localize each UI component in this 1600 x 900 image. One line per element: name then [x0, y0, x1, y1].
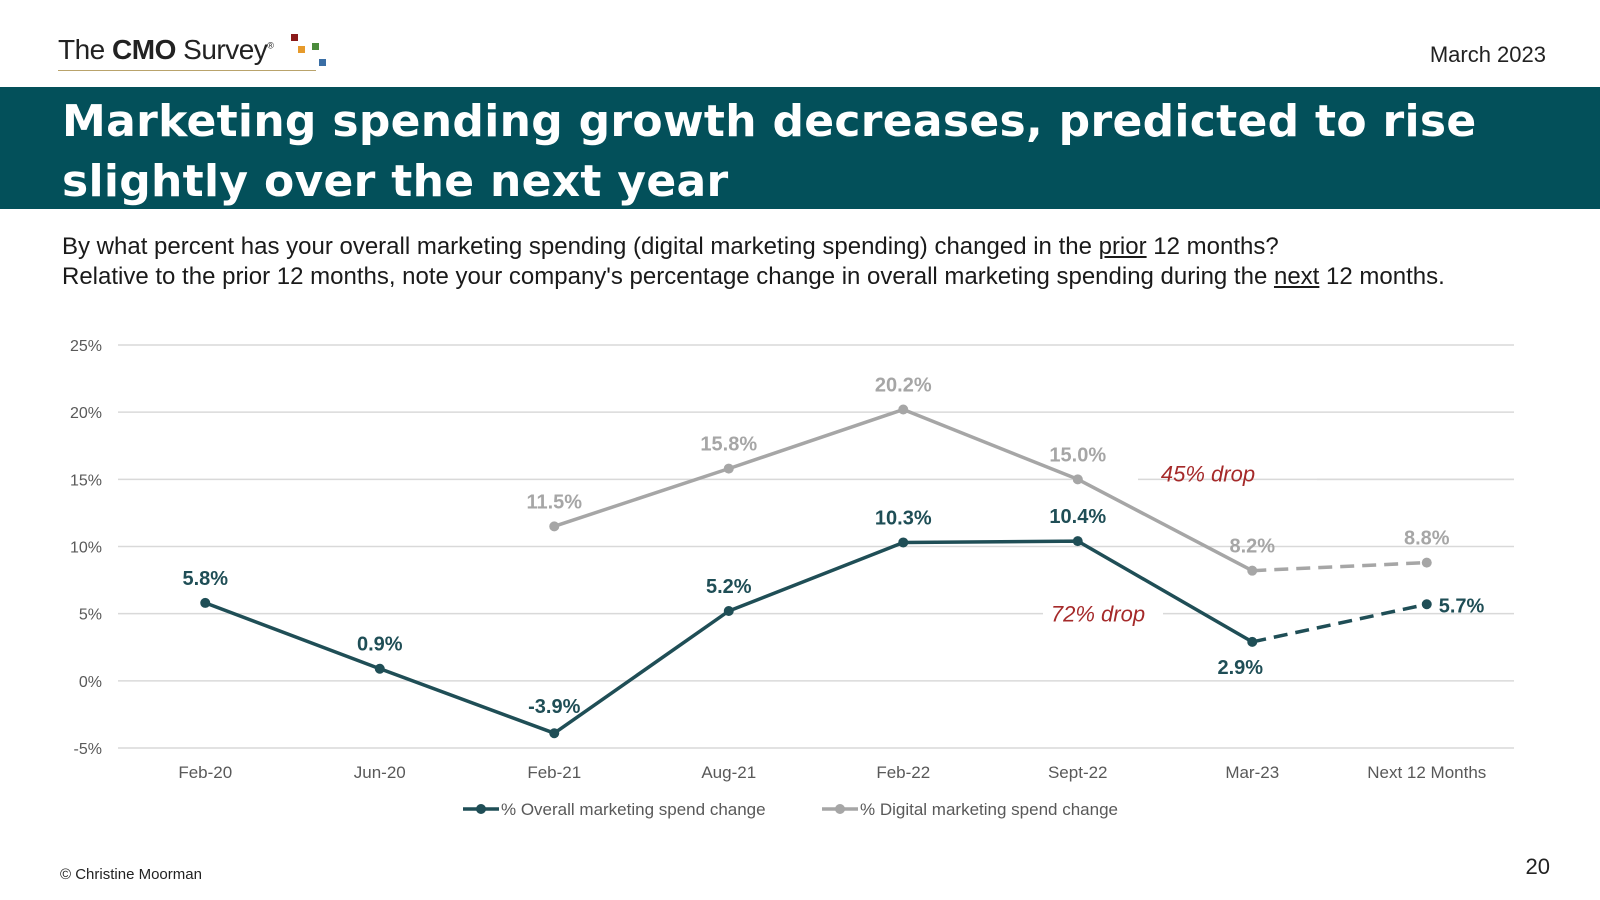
title-banner	[0, 87, 1600, 209]
page-number: 20	[1525, 854, 1550, 879]
data-point	[549, 728, 560, 739]
data-point	[1421, 557, 1432, 568]
data-label: 11.5%	[526, 491, 582, 513]
report-date: March 2023	[1429, 42, 1546, 67]
question-line-2: Relative to the prior 12 months, note yo…	[62, 263, 1445, 290]
y-axis: -5% 0% 5% 10% 15% 20% 25%	[70, 338, 102, 758]
data-label: 5.2%	[706, 576, 752, 598]
data-label: 5.8%	[182, 568, 228, 590]
data-label: 15.0%	[1049, 444, 1106, 466]
series-line-forecast	[1251, 602, 1428, 644]
x-tick-label: Jun-20	[354, 763, 406, 782]
x-tick-label: Feb-20	[178, 763, 232, 782]
y-tick-label: 25%	[70, 338, 102, 355]
logo-square-green	[312, 43, 319, 50]
line-chart: -5% 0% 5% 10% 15% 20% 25% Feb-20 Jun-20 Feb-21 Au…	[70, 338, 1514, 819]
survey-question: By what percent has your overall marketi…	[62, 232, 1445, 292]
y-tick-label: 20%	[70, 405, 102, 422]
logo-underline	[58, 70, 316, 71]
chart-grid	[118, 344, 1514, 749]
data-point	[723, 605, 734, 616]
chart-series: 5.8% 0.9% -3.9% 5.2% 10.3% 10.4% 2.9% 5.7% 11.5%…	[182, 374, 1485, 739]
legend-swatch-marker	[476, 804, 486, 814]
data-point	[549, 521, 560, 532]
data-label: 0.9%	[357, 634, 403, 656]
data-point	[898, 404, 909, 415]
legend-entry: % Digital marketing spend change	[860, 800, 1118, 819]
data-label: -3.9%	[528, 696, 580, 718]
x-tick-label: Aug-21	[701, 763, 756, 782]
chart-legend: % Overall marketing spend change % Digita…	[463, 800, 1118, 819]
x-tick-label: Feb-21	[527, 763, 581, 782]
data-point	[1072, 536, 1083, 547]
y-tick-label: 15%	[70, 472, 102, 489]
x-tick-label: Sept-22	[1048, 763, 1108, 782]
legend-swatch-marker	[835, 804, 845, 814]
annotation-72-drop: 72% drop	[1051, 602, 1145, 627]
data-label: 10.3%	[875, 507, 932, 529]
y-tick-label: 0%	[79, 674, 102, 691]
page-title: Marketing spending growth decreases, pre…	[62, 96, 1477, 207]
data-point	[1247, 636, 1258, 647]
logo-square-red	[291, 34, 298, 41]
data-point	[1421, 599, 1432, 610]
series-line-forecast	[1252, 560, 1427, 573]
logo-text: The CMO Survey®	[58, 34, 274, 65]
legend-entry: % Overall marketing spend change	[501, 800, 766, 819]
data-point	[1247, 565, 1258, 576]
data-label: 10.4%	[1049, 506, 1106, 528]
data-label: 8.8%	[1404, 528, 1450, 550]
copyright: © Christine Moorman	[60, 866, 202, 883]
data-label: 5.7%	[1439, 595, 1485, 617]
data-label: 20.2%	[875, 374, 932, 396]
data-point	[200, 597, 211, 608]
data-label: 8.2%	[1229, 536, 1275, 558]
data-point	[898, 537, 909, 548]
x-tick-label: Mar-23	[1225, 763, 1279, 782]
logo-square-orange	[298, 46, 305, 53]
y-tick-label: 10%	[70, 540, 102, 557]
logo-square-blue	[319, 59, 326, 66]
data-label: 15.8%	[700, 434, 757, 456]
annotation-background	[1043, 597, 1163, 624]
x-axis: Feb-20 Jun-20 Feb-21 Aug-21 Feb-22 Sept-22 Mar…	[178, 763, 1486, 782]
annotation-45-drop: 45% drop	[1161, 461, 1255, 486]
chart-annotations: 45% drop 72% drop	[1043, 461, 1514, 627]
question-line-1: By what percent has your overall marketi…	[62, 233, 1279, 260]
x-tick-label: Feb-22	[876, 763, 930, 782]
y-tick-label: 5%	[79, 607, 102, 624]
x-tick-label: Next 12 Months	[1367, 763, 1486, 782]
data-point	[723, 463, 734, 474]
data-point	[1072, 474, 1083, 485]
y-tick-label: -5%	[74, 741, 102, 758]
data-point	[374, 663, 385, 674]
data-label: 2.9%	[1217, 657, 1263, 679]
